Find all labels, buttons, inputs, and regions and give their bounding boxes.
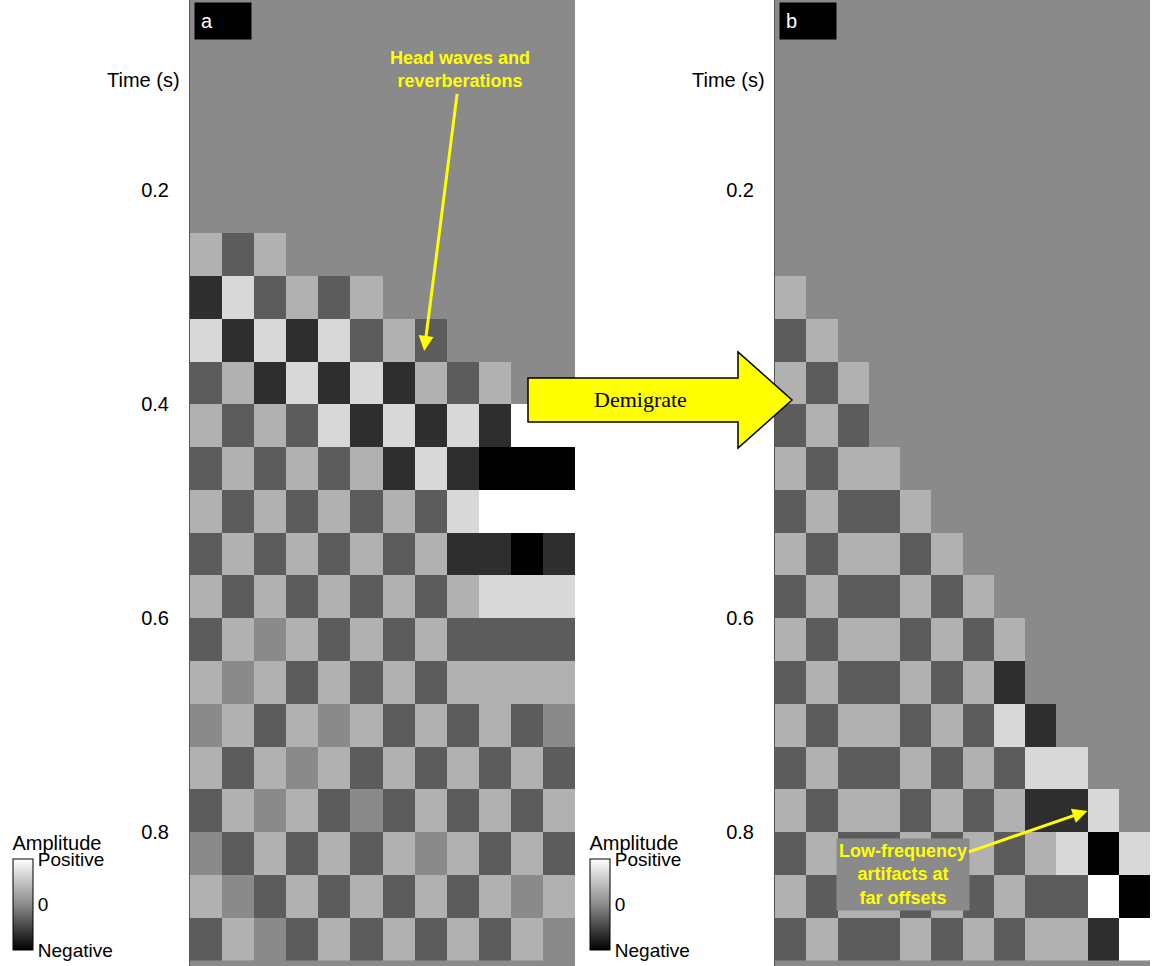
- svg-text:Positive: Positive: [38, 849, 105, 870]
- svg-text:0.4: 0.4: [726, 393, 754, 415]
- svg-text:0.6: 0.6: [726, 607, 754, 629]
- svg-text:0.8: 0.8: [141, 821, 169, 843]
- svg-text:Time (s): Time (s): [107, 69, 180, 91]
- svg-text:0.2: 0.2: [141, 179, 169, 201]
- svg-text:Amplitude: Amplitude: [590, 832, 679, 854]
- svg-text:Demigrate: Demigrate: [594, 387, 687, 412]
- svg-text:Negative: Negative: [38, 940, 113, 961]
- svg-text:Low-frequencyartifacts atfar o: Low-frequencyartifacts atfar offsets: [839, 841, 967, 908]
- svg-text:0.2: 0.2: [726, 179, 754, 201]
- svg-text:Time (s): Time (s): [692, 69, 765, 91]
- svg-text:0: 0: [38, 894, 49, 915]
- svg-text:Positive: Positive: [615, 849, 682, 870]
- svg-text:0.4: 0.4: [141, 393, 169, 415]
- svg-text:Negative: Negative: [615, 940, 690, 961]
- svg-text:0: 0: [615, 894, 626, 915]
- svg-text:Head waves andreverberations: Head waves andreverberations: [390, 48, 530, 91]
- svg-text:0.8: 0.8: [726, 821, 754, 843]
- svg-text:Amplitude: Amplitude: [13, 832, 102, 854]
- svg-text:0.6: 0.6: [141, 607, 169, 629]
- svg-text:a: a: [201, 10, 213, 32]
- svg-text:b: b: [786, 10, 797, 32]
